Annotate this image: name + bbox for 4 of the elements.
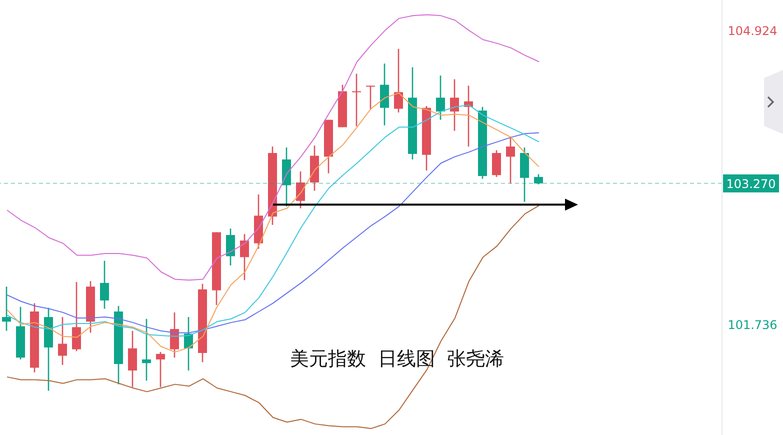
- ref-line-label: 103.270: [726, 176, 776, 191]
- annotation: 美元指数 日线图 张尧浠: [290, 347, 504, 372]
- y-tick-label: 101.736: [728, 318, 778, 332]
- y-tick-label: 104.924: [728, 24, 778, 38]
